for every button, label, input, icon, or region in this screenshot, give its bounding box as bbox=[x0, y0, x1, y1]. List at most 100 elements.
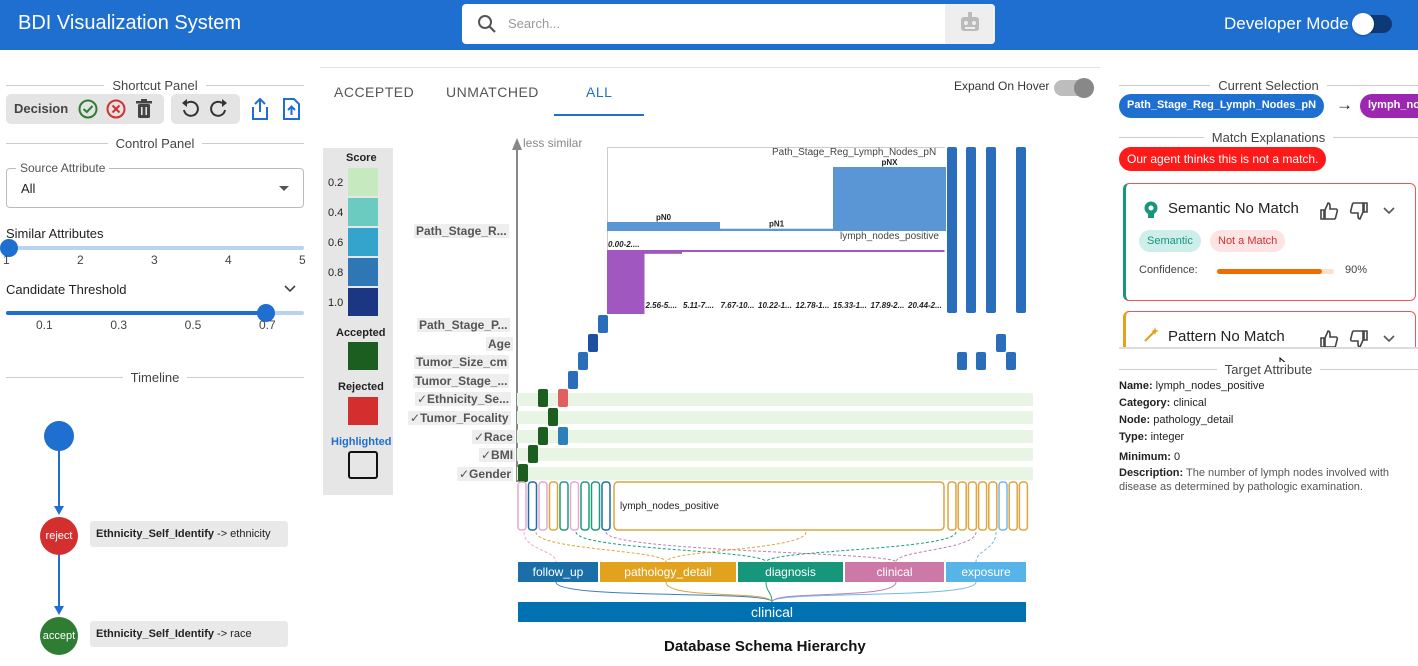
chevron-down-icon[interactable] bbox=[1383, 207, 1395, 215]
source-row-label[interactable]: Age bbox=[486, 337, 513, 351]
heatmap-cell[interactable] bbox=[588, 334, 598, 352]
target-column[interactable] bbox=[967, 481, 978, 531]
search-bar[interactable]: Search... bbox=[462, 4, 995, 44]
source-row-label[interactable]: Path_Stage_P... bbox=[417, 318, 510, 332]
target-selection-pill[interactable]: lymph_no bbox=[1360, 94, 1418, 118]
source-row-label[interactable]: Path_Stage_R... bbox=[414, 224, 509, 238]
histogram-bar[interactable] bbox=[833, 167, 946, 231]
category-pathology-detail[interactable]: pathology_detail bbox=[600, 562, 736, 582]
target-column[interactable] bbox=[988, 481, 998, 531]
source-row-label[interactable]: Tumor_Size_cm bbox=[414, 355, 510, 369]
chevron-down-icon[interactable] bbox=[284, 285, 296, 293]
candidate-bar[interactable] bbox=[947, 147, 957, 313]
source-attribute-select[interactable]: Source Attribute All bbox=[6, 161, 304, 208]
category-clinical[interactable]: clinical bbox=[845, 562, 944, 582]
heatmap-cell[interactable] bbox=[558, 389, 568, 407]
histogram-bar[interactable] bbox=[869, 250, 908, 252]
timeline-node-accept[interactable]: accept bbox=[40, 617, 78, 655]
source-row-label[interactable]: Tumor_Stage_... bbox=[413, 374, 510, 388]
target-column[interactable] bbox=[1018, 481, 1029, 531]
source-row-label[interactable]: ✓BMI bbox=[479, 448, 516, 462]
target-column[interactable] bbox=[559, 481, 569, 531]
export-icon[interactable] bbox=[249, 97, 271, 121]
target-column[interactable] bbox=[590, 481, 601, 531]
heatmap-cell[interactable] bbox=[578, 352, 588, 370]
heatmap-cell[interactable] bbox=[558, 427, 568, 445]
source-row-label[interactable]: ✓Tumor_Focality bbox=[408, 411, 511, 425]
heatmap-cell[interactable] bbox=[598, 315, 608, 333]
accept-icon[interactable] bbox=[78, 99, 98, 119]
timeline-entry[interactable]: Ethnicity_Self_Identify -> ethnicity bbox=[90, 521, 288, 547]
timeline-entry[interactable]: Ethnicity_Self_Identify -> race bbox=[90, 621, 288, 647]
target-column[interactable] bbox=[601, 481, 611, 531]
redo-icon[interactable] bbox=[209, 99, 229, 119]
histogram-bar[interactable] bbox=[644, 250, 683, 254]
tab-all[interactable]: ALL bbox=[586, 84, 613, 100]
heatmap-cell[interactable] bbox=[538, 427, 548, 445]
thumbs-down-icon[interactable] bbox=[1349, 329, 1369, 349]
reject-icon[interactable] bbox=[106, 99, 126, 119]
root-node-clinical[interactable]: clinical bbox=[518, 602, 1026, 622]
similar-attributes-slider[interactable] bbox=[6, 246, 304, 250]
resize-divider[interactable] bbox=[1119, 347, 1418, 349]
heatmap-cell[interactable] bbox=[996, 334, 1006, 352]
heatmap-cell[interactable] bbox=[518, 464, 528, 482]
candidate-bar[interactable] bbox=[986, 147, 996, 313]
expand-on-hover-toggle[interactable] bbox=[1054, 78, 1094, 98]
histogram-bar[interactable] bbox=[607, 221, 720, 231]
category-exposure[interactable]: exposure bbox=[946, 562, 1026, 582]
tab-unmatched[interactable]: UNMATCHED bbox=[446, 84, 539, 100]
target-column[interactable] bbox=[538, 481, 548, 531]
thumbs-up-icon[interactable] bbox=[1319, 201, 1339, 221]
target-column[interactable] bbox=[548, 481, 559, 531]
heatmap-cell[interactable] bbox=[976, 352, 986, 370]
thumbs-down-icon[interactable] bbox=[1349, 201, 1369, 221]
histogram-bar[interactable] bbox=[607, 250, 645, 314]
histogram-bar[interactable] bbox=[832, 250, 870, 252]
target-column[interactable] bbox=[517, 481, 527, 531]
heatmap-cell[interactable] bbox=[1006, 352, 1016, 370]
heatmap-cell[interactable] bbox=[568, 371, 578, 389]
source-row-label[interactable]: ✓Gender bbox=[457, 467, 514, 481]
target-column[interactable] bbox=[977, 481, 988, 531]
source-row-label[interactable]: ✓Ethnicity_Se... bbox=[415, 392, 512, 406]
target-column[interactable] bbox=[957, 481, 967, 531]
developer-mode-toggle[interactable] bbox=[1352, 13, 1392, 35]
target-column[interactable] bbox=[580, 481, 590, 531]
target-column[interactable] bbox=[1008, 481, 1018, 531]
delete-icon[interactable] bbox=[135, 99, 153, 119]
candidate-threshold-slider[interactable] bbox=[6, 311, 304, 315]
candidate-bar[interactable] bbox=[1016, 147, 1026, 313]
candidate-threshold-thumb[interactable] bbox=[257, 304, 275, 322]
histogram-bar[interactable] bbox=[757, 250, 795, 252]
timeline-node-reject[interactable]: reject bbox=[40, 517, 78, 555]
explanation-card-pattern[interactable]: Pattern No Match bbox=[1123, 311, 1416, 349]
category-diagnosis[interactable]: diagnosis bbox=[738, 562, 843, 582]
target-column[interactable] bbox=[569, 481, 580, 531]
search-input[interactable]: Search... bbox=[508, 16, 561, 31]
tab-accepted[interactable]: ACCEPTED bbox=[334, 84, 415, 100]
expanded-target-column[interactable] bbox=[613, 481, 945, 531]
histogram-bar[interactable] bbox=[719, 250, 758, 252]
histogram-bar[interactable] bbox=[907, 250, 945, 252]
source-row-label[interactable]: ✓Race bbox=[472, 430, 515, 444]
robot-button[interactable] bbox=[945, 4, 995, 44]
import-icon[interactable] bbox=[281, 97, 301, 121]
heatmap-cell[interactable] bbox=[957, 352, 967, 370]
thumbs-up-icon[interactable] bbox=[1319, 329, 1339, 349]
heatmap-cell[interactable] bbox=[538, 389, 548, 407]
category-follow-up[interactable]: follow_up bbox=[518, 562, 598, 582]
chevron-down-icon[interactable] bbox=[1383, 335, 1395, 343]
explanation-card-semantic[interactable]: Semantic No Match Semantic Not a Match C… bbox=[1123, 183, 1416, 301]
candidate-bar[interactable] bbox=[966, 147, 976, 313]
undo-icon[interactable] bbox=[180, 99, 200, 119]
heatmap-cell[interactable] bbox=[528, 445, 538, 463]
target-column[interactable] bbox=[527, 481, 538, 531]
heatmap-cell[interactable] bbox=[548, 408, 558, 426]
histogram-bar[interactable] bbox=[720, 228, 833, 231]
target-column[interactable] bbox=[947, 481, 957, 531]
histogram-bar[interactable] bbox=[794, 250, 833, 252]
source-selection-pill[interactable]: Path_Stage_Reg_Lymph_Nodes_pN bbox=[1119, 94, 1325, 118]
target-column[interactable] bbox=[998, 481, 1008, 531]
similar-attributes-thumb[interactable] bbox=[0, 239, 18, 257]
